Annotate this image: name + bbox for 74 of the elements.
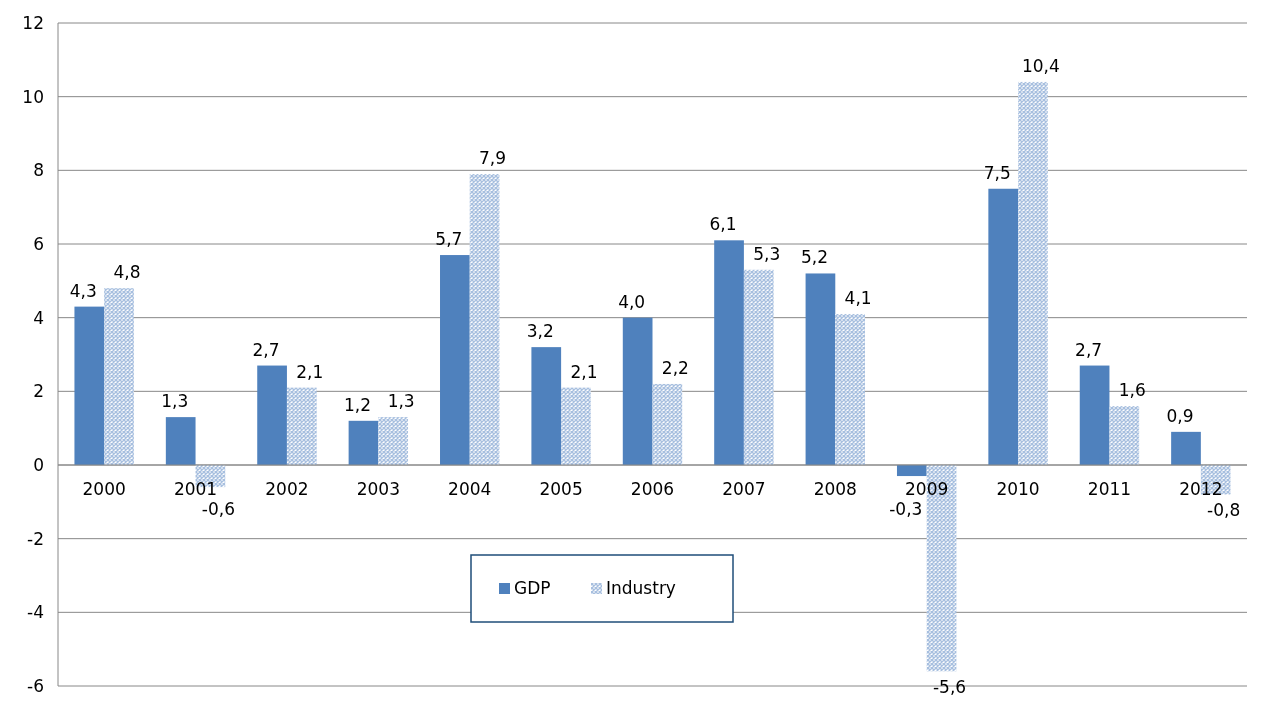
data-label: -0,6	[201, 499, 235, 519]
bar	[257, 365, 287, 465]
bar	[835, 313, 865, 465]
data-label: 3,2	[526, 321, 554, 342]
bar	[1018, 81, 1048, 465]
bar	[348, 420, 379, 465]
y-tick-label: 12	[22, 12, 44, 33]
x-tick-label: 2000	[82, 479, 126, 499]
x-tick-label: 2004	[448, 479, 492, 499]
data-label: 2,7	[252, 339, 280, 360]
data-label: -0,8	[1207, 500, 1241, 521]
y-tick-label: -6	[27, 675, 44, 696]
data-label: 10,4	[1021, 55, 1060, 76]
x-tick-label: 2001	[173, 479, 218, 499]
legend-label: Industry	[606, 578, 676, 598]
data-label: 4,3	[69, 280, 97, 301]
data-label: 1,6	[1118, 380, 1146, 401]
y-tick-label: 2	[33, 381, 44, 402]
y-tick-label: -4	[27, 602, 44, 623]
x-tick-label: 2007	[722, 479, 766, 499]
bar	[104, 288, 134, 465]
x-tick-label: 2009	[905, 479, 949, 499]
x-tick-label: 2008	[813, 479, 857, 499]
bar	[378, 417, 409, 465]
y-tick-label: 4	[33, 307, 44, 328]
y-tick-label: 6	[33, 233, 44, 254]
bar	[1171, 431, 1201, 465]
data-label: 5,2	[800, 247, 828, 268]
bar	[440, 255, 470, 465]
data-label: 4,1	[844, 287, 872, 308]
y-tick-label: -2	[27, 528, 44, 549]
data-label: 5,7	[435, 229, 463, 250]
data-label: 0,9	[1166, 405, 1194, 426]
bar	[469, 174, 500, 465]
bar	[531, 347, 562, 465]
bar	[1079, 365, 1110, 465]
data-label: 2,7	[1075, 339, 1103, 360]
data-label: 5,3	[753, 243, 781, 264]
x-tick-label: 2002	[265, 479, 309, 499]
bar	[561, 387, 591, 465]
y-tick-label: 8	[33, 160, 44, 181]
bar	[74, 306, 105, 465]
x-tick-label: 2006	[630, 479, 675, 499]
x-tick-label: 2011	[1087, 479, 1132, 499]
x-tick-label: 2010	[996, 479, 1040, 499]
x-tick-label: 2003	[356, 479, 400, 499]
data-label: 2,1	[570, 361, 598, 382]
bar	[805, 273, 836, 465]
data-label: 2,1	[296, 361, 324, 382]
y-tick-label: 0	[33, 454, 44, 475]
bar	[286, 387, 317, 465]
data-label: 7,5	[983, 162, 1011, 183]
bar	[743, 269, 774, 465]
data-label: 4,0	[618, 291, 646, 312]
x-tick-label: 2012	[1179, 479, 1223, 499]
data-label: 1,3	[387, 391, 415, 412]
y-tick-label: 10	[22, 86, 44, 107]
data-label: 4,8	[113, 262, 141, 283]
bar	[896, 465, 927, 477]
bar	[652, 383, 683, 465]
bar	[1109, 406, 1140, 465]
bar	[165, 417, 196, 465]
data-label: -5,6	[932, 677, 967, 698]
data-label: 1,2	[343, 394, 371, 415]
x-tick-label: 2005	[539, 479, 583, 499]
bar	[988, 188, 1019, 465]
data-label: 2,2	[661, 357, 689, 378]
bar	[714, 240, 744, 465]
data-label: -0,3	[889, 499, 923, 519]
data-label: 6,1	[709, 214, 737, 235]
bar	[622, 317, 653, 465]
data-label: 1,3	[161, 391, 189, 412]
legend-label: GDP	[514, 578, 551, 598]
data-label: 7,9	[479, 148, 507, 169]
